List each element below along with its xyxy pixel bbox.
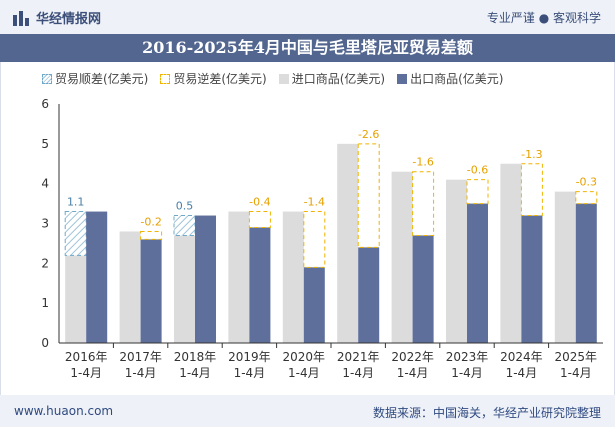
export-bar-2 (195, 215, 216, 343)
x-tick-label-period-5: 1-4月 (342, 366, 374, 380)
y-tick-label-3: 3 (41, 217, 49, 231)
balance-label-1: -0.2 (140, 215, 161, 228)
import-bar-2 (174, 235, 195, 343)
deficit-box-8 (520, 163, 543, 217)
y-tick-label-2: 2 (41, 256, 49, 270)
legend-label-export: 出口商品(亿美元) (410, 72, 504, 86)
x-axis: 2016年 1-4月 2017年 1-4月 2018年 1-4月 2019年 1-4月 2020… (59, 342, 603, 380)
export-bar-5 (358, 247, 380, 343)
import-bar-1 (119, 231, 141, 343)
x-tick-label-period-9: 1-4月 (560, 366, 592, 380)
x-tick-label-year-5: 2021年 (337, 350, 380, 364)
brand-name: 华经情报网 (36, 12, 102, 27)
balance-label-0: 1.1 (67, 196, 85, 209)
legend-item-export: 出口商品(亿美元) (397, 70, 504, 87)
slogan: 专业严谨 ● 客观科学 (486, 11, 601, 25)
x-tick-label-year-2: 2018年 (174, 350, 217, 364)
deficit-box-4 (303, 211, 326, 268)
legend-swatch-import (278, 73, 289, 84)
y-axis: 0 1 2 3 4 5 6 (41, 97, 60, 350)
balance-label-2: 0.5 (176, 200, 194, 213)
x-tick-label-year-4: 2020年 (283, 350, 326, 364)
balance-label-5: -2.6 (358, 128, 379, 141)
deficit-box-3 (248, 211, 271, 228)
balance-label-6: -1.6 (412, 156, 433, 169)
legend-item-deficit: 贸易逆差(亿美元) (160, 70, 267, 87)
legend-swatch-deficit (160, 73, 171, 84)
export-bar-0 (86, 211, 108, 343)
y-tick-label-5: 5 (41, 137, 49, 151)
balance-label-4: -1.4 (304, 196, 325, 209)
balance-label-8: -1.3 (521, 148, 542, 161)
export-bar-9 (575, 203, 597, 343)
import-bar-7 (446, 179, 467, 343)
x-tick-label-period-0: 1-4月 (70, 366, 102, 380)
export-bar-3 (249, 227, 271, 343)
brand-logo[interactable]: 华经情报网 (12, 8, 101, 27)
x-tick-label-period-3: 1-4月 (234, 366, 266, 380)
x-tick-label-period-2: 1-4月 (179, 366, 211, 380)
deficit-box-5 (357, 143, 380, 248)
chart-plot: 0 1 2 3 4 5 6 1.1 -0.2 0.5 -0.4 -1.4 -2.6 -1.6 -0.6 -1… (41, 97, 603, 380)
deficit-box-9 (575, 191, 598, 205)
legend-swatch-surplus (42, 73, 52, 84)
x-tick-label-period-8: 1-4月 (506, 366, 538, 380)
balance-label-9: -0.3 (576, 176, 597, 189)
deficit-box-1 (140, 230, 163, 240)
import-bar-5 (337, 143, 359, 343)
import-bar-8 (500, 163, 522, 343)
y-tick-label-4: 4 (41, 177, 49, 191)
legend-item-import: 进口商品(亿美元) (278, 70, 386, 87)
export-bar-6 (412, 235, 434, 343)
legend-label-deficit: 贸易逆差(亿美元) (173, 72, 267, 86)
x-tick-label-year-7: 2023年 (446, 350, 489, 364)
footer-bar: www.huaon.com 数据来源：中国海关，华经产业研究院整理 (0, 395, 615, 427)
y-tick-label-0: 0 (41, 336, 49, 350)
header-bar: 华经情报网 专业严谨 ● 客观科学 (0, 0, 615, 34)
export-bar-8 (521, 215, 543, 343)
legend-label-import: 进口商品(亿美元) (291, 72, 386, 86)
deficit-box-6 (412, 171, 435, 236)
export-bar-1 (140, 239, 162, 343)
legend-item-surplus: 贸易顺差(亿美元) (42, 70, 148, 87)
import-bar-0 (65, 255, 87, 343)
website-link[interactable]: www.huaon.com (14, 404, 114, 418)
data-source: 数据来源：中国海关，华经产业研究院整理 (372, 406, 601, 420)
surplus-box-0 (64, 211, 87, 256)
chart-title: 2016-2025年4月中国与毛里塔尼亚贸易差额 (142, 38, 473, 57)
bars-layer: 1.1 -0.2 0.5 -0.4 -1.4 -2.6 -1.6 -0.6 -1.3 -0.3 (64, 128, 598, 343)
x-tick-label-period-1: 1-4月 (125, 366, 157, 380)
x-tick-label-period-6: 1-4月 (397, 366, 429, 380)
import-bar-3 (228, 211, 250, 343)
import-bar-6 (391, 171, 413, 343)
x-tick-label-period-7: 1-4月 (451, 366, 483, 380)
x-tick-label-year-0: 2016年 (65, 350, 108, 364)
x-tick-label-year-3: 2019年 (228, 350, 271, 364)
x-tick-label-year-1: 2017年 (119, 350, 162, 364)
y-tick-label-6: 6 (41, 97, 49, 111)
import-bar-9 (554, 191, 576, 343)
x-tick-label-period-4: 1-4月 (288, 366, 320, 380)
balance-label-3: -0.4 (249, 196, 270, 209)
deficit-box-7 (466, 179, 489, 205)
import-bar-4 (282, 211, 304, 343)
y-tick-label-1: 1 (41, 296, 49, 310)
balance-label-7: -0.6 (467, 164, 488, 177)
export-bar-4 (303, 267, 325, 343)
chart-legend: 贸易顺差(亿美元) 贸易逆差(亿美元) 进口商品(亿美元) 出口商品(亿美元) (42, 70, 516, 87)
x-tick-label-year-8: 2024年 (500, 350, 543, 364)
title-bar: 2016-2025年4月中国与毛里塔尼亚贸易差额 (0, 34, 615, 62)
x-tick-label-year-9: 2025年 (555, 350, 598, 364)
bar-chart-icon (13, 10, 29, 26)
legend-label-surplus: 贸易顺差(亿美元) (55, 72, 149, 86)
legend-swatch-export (397, 73, 408, 84)
x-tick-label-year-6: 2022年 (391, 350, 434, 364)
export-bar-7 (467, 203, 488, 343)
surplus-box-2 (173, 215, 196, 236)
